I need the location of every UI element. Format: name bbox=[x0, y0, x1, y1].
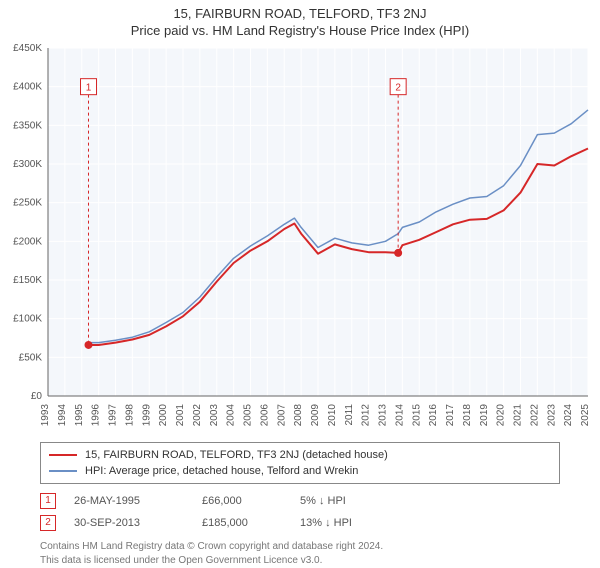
marker-row: 2 30-SEP-2013 £185,000 13% ↓ HPI bbox=[40, 512, 560, 534]
svg-text:2002: 2002 bbox=[192, 404, 203, 427]
legend-swatch-1 bbox=[49, 454, 77, 456]
marker-date-2: 30-SEP-2013 bbox=[74, 512, 184, 534]
legend-box: 15, FAIRBURN ROAD, TELFORD, TF3 2NJ (det… bbox=[40, 442, 560, 484]
svg-text:2023: 2023 bbox=[546, 404, 557, 427]
svg-text:2019: 2019 bbox=[479, 404, 490, 427]
svg-text:2012: 2012 bbox=[361, 404, 372, 427]
svg-text:£300K: £300K bbox=[13, 159, 42, 170]
attribution-line1: Contains HM Land Registry data © Crown c… bbox=[40, 540, 560, 554]
svg-text:£400K: £400K bbox=[13, 82, 42, 93]
attribution: Contains HM Land Registry data © Crown c… bbox=[40, 540, 560, 568]
svg-text:2020: 2020 bbox=[496, 404, 507, 427]
svg-text:2016: 2016 bbox=[428, 404, 439, 427]
legend-row: 15, FAIRBURN ROAD, TELFORD, TF3 2NJ (det… bbox=[49, 447, 551, 463]
svg-text:1999: 1999 bbox=[141, 404, 152, 427]
marker-price-1: £66,000 bbox=[202, 490, 282, 512]
svg-text:1993: 1993 bbox=[40, 404, 51, 427]
svg-text:2018: 2018 bbox=[462, 404, 473, 427]
svg-text:2001: 2001 bbox=[175, 404, 186, 427]
svg-text:£100K: £100K bbox=[13, 314, 42, 325]
svg-text:£0: £0 bbox=[31, 391, 43, 402]
legend-label-1: 15, FAIRBURN ROAD, TELFORD, TF3 2NJ (det… bbox=[85, 447, 388, 463]
legend-row: HPI: Average price, detached house, Telf… bbox=[49, 463, 551, 479]
attribution-line2: This data is licensed under the Open Gov… bbox=[40, 554, 560, 568]
svg-text:2007: 2007 bbox=[276, 404, 287, 427]
marker-delta-1: 5% ↓ HPI bbox=[300, 490, 420, 512]
svg-text:2008: 2008 bbox=[293, 404, 304, 427]
svg-text:2006: 2006 bbox=[259, 404, 270, 427]
svg-text:2015: 2015 bbox=[411, 404, 422, 427]
marker-delta-2: 13% ↓ HPI bbox=[300, 512, 420, 534]
svg-text:2010: 2010 bbox=[327, 404, 338, 427]
marker-date-1: 26-MAY-1995 bbox=[74, 490, 184, 512]
title-subtitle: Price paid vs. HM Land Registry's House … bbox=[0, 23, 600, 38]
titles: 15, FAIRBURN ROAD, TELFORD, TF3 2NJ Pric… bbox=[0, 0, 600, 38]
svg-text:2022: 2022 bbox=[529, 404, 540, 427]
svg-text:2009: 2009 bbox=[310, 404, 321, 427]
svg-text:1996: 1996 bbox=[91, 404, 102, 427]
svg-text:2011: 2011 bbox=[344, 404, 355, 426]
svg-text:1995: 1995 bbox=[74, 404, 85, 427]
svg-text:£150K: £150K bbox=[13, 275, 42, 286]
marker-price-2: £185,000 bbox=[202, 512, 282, 534]
svg-text:2005: 2005 bbox=[243, 404, 254, 427]
svg-text:1994: 1994 bbox=[57, 404, 68, 427]
svg-text:2013: 2013 bbox=[378, 404, 389, 427]
svg-text:2014: 2014 bbox=[394, 404, 405, 427]
svg-text:2025: 2025 bbox=[580, 404, 591, 427]
svg-text:2003: 2003 bbox=[209, 404, 220, 427]
chart-container: 15, FAIRBURN ROAD, TELFORD, TF3 2NJ Pric… bbox=[0, 0, 600, 560]
svg-text:2: 2 bbox=[395, 83, 401, 94]
svg-text:£350K: £350K bbox=[13, 120, 42, 131]
svg-text:1997: 1997 bbox=[108, 404, 119, 427]
svg-text:2000: 2000 bbox=[158, 404, 169, 427]
title-address: 15, FAIRBURN ROAD, TELFORD, TF3 2NJ bbox=[0, 6, 600, 21]
chart-area: £0 £50K £100K £150K £200K £250K £300K £350K £400… bbox=[0, 38, 600, 438]
svg-text:£450K: £450K bbox=[13, 43, 42, 54]
markers-table: 1 26-MAY-1995 £66,000 5% ↓ HPI 2 30-SEP-… bbox=[40, 490, 560, 534]
svg-text:1998: 1998 bbox=[124, 404, 135, 427]
chart-svg: £0 £50K £100K £150K £200K £250K £300K £350K £400… bbox=[0, 38, 600, 438]
marker-badge-1: 1 bbox=[40, 493, 56, 509]
svg-text:2004: 2004 bbox=[226, 404, 237, 427]
marker-badge-2: 2 bbox=[40, 515, 56, 531]
marker-row: 1 26-MAY-1995 £66,000 5% ↓ HPI bbox=[40, 490, 560, 512]
svg-text:2017: 2017 bbox=[445, 404, 456, 427]
svg-text:£50K: £50K bbox=[19, 352, 43, 363]
svg-text:£200K: £200K bbox=[13, 236, 42, 247]
svg-text:£250K: £250K bbox=[13, 198, 42, 209]
legend-label-2: HPI: Average price, detached house, Telf… bbox=[85, 463, 358, 479]
svg-text:1: 1 bbox=[86, 83, 92, 94]
svg-text:2021: 2021 bbox=[513, 404, 524, 427]
svg-text:2024: 2024 bbox=[563, 404, 574, 427]
legend-swatch-2 bbox=[49, 470, 77, 472]
